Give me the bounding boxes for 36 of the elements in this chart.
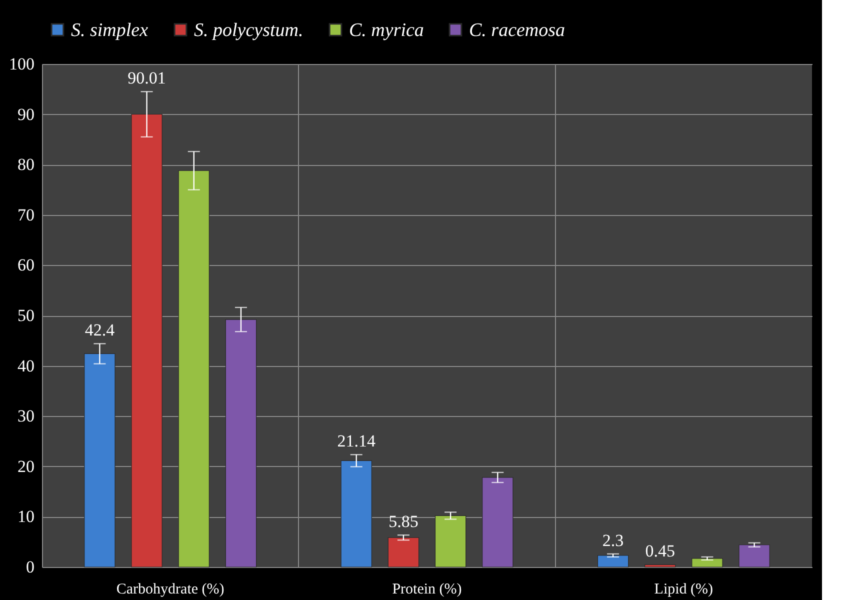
x-tick-label: Carbohydrate (%) (116, 582, 224, 598)
bar (388, 537, 420, 568)
bar (597, 555, 629, 568)
y-tick-label: 90 (18, 104, 34, 124)
x-tick-label: Lipid (%) (654, 582, 714, 598)
legend-label: C. racemosa (469, 20, 566, 41)
bar (84, 353, 116, 568)
legend-label: S. simplex (71, 20, 149, 41)
data-label: 0.45 (645, 542, 675, 561)
y-tick-label: 50 (18, 306, 34, 325)
bar (738, 544, 770, 568)
y-tick-label: 10 (18, 507, 34, 526)
bar (434, 515, 466, 568)
y-tick-label: 30 (18, 406, 34, 426)
y-tick-label: 70 (18, 205, 34, 224)
bar (178, 170, 210, 568)
y-tick-label: 100 (9, 54, 34, 74)
data-label: 5.85 (388, 512, 418, 532)
bar (644, 564, 676, 568)
x-tick-label: Protein (%) (392, 582, 462, 598)
data-label: 2.3 (602, 530, 624, 550)
data-label: 21.14 (337, 432, 376, 451)
data-label: 90.01 (128, 68, 166, 88)
legend-label: C. myrica (349, 20, 424, 41)
y-tick-label: 80 (18, 155, 34, 174)
data-label: 42.4 (84, 320, 116, 340)
bar (482, 477, 514, 568)
bar (225, 319, 257, 568)
bar (340, 460, 372, 568)
legend-label: S. polycystum. (194, 20, 304, 41)
bar (131, 114, 162, 568)
y-tick-label: 40 (18, 356, 34, 376)
y-tick-label: 20 (18, 456, 34, 476)
y-tick-label: 60 (18, 256, 34, 275)
bar (692, 558, 723, 568)
y-tick-label: 0 (26, 558, 34, 576)
